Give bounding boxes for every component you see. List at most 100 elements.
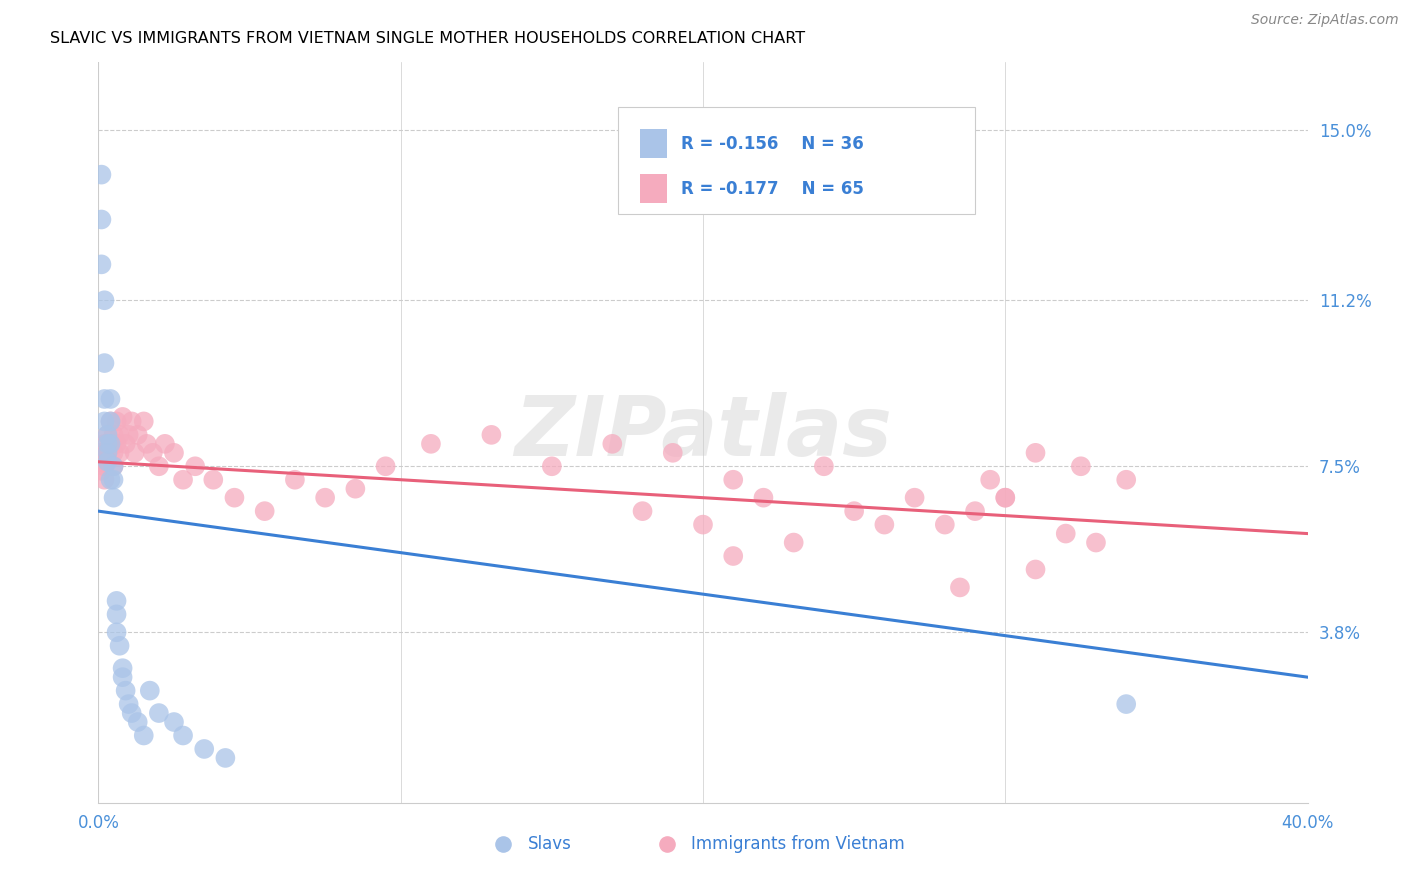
Point (90, 212, 112, 227)
Point (114, 437, 136, 451)
Point (692, 517, 714, 532)
Point (723, 473, 745, 487)
Point (93, 473, 115, 487)
Point (1070, 459, 1092, 474)
Point (96, 428, 118, 442)
Point (214, 751, 236, 765)
Point (100, 473, 122, 487)
Point (172, 729, 194, 743)
Point (193, 742, 215, 756)
Point (420, 437, 443, 451)
Point (105, 625, 128, 640)
Point (148, 459, 170, 474)
Point (661, 446, 683, 460)
Point (752, 491, 775, 505)
Point (994, 491, 1017, 505)
Point (783, 535, 806, 549)
Point (224, 491, 246, 505)
Point (127, 428, 149, 442)
Point (139, 683, 162, 698)
Point (114, 683, 136, 698)
Text: Slavs: Slavs (527, 835, 572, 853)
Point (132, 729, 155, 743)
Point (202, 473, 225, 487)
Point (90, 455, 112, 469)
Point (100, 392, 122, 406)
Point (103, 491, 125, 505)
Point (93, 356, 115, 370)
Text: Immigrants from Vietnam: Immigrants from Vietnam (690, 835, 904, 853)
Point (103, 446, 125, 460)
Point (105, 594, 128, 608)
Point (723, 549, 745, 563)
Point (934, 517, 956, 532)
Point (172, 473, 194, 487)
Point (1085, 535, 1108, 549)
Point (481, 428, 503, 442)
Point (949, 581, 972, 595)
Point (132, 414, 155, 428)
Point (284, 473, 307, 487)
Point (124, 446, 146, 460)
Bar (640, 174, 666, 203)
Point (118, 428, 141, 442)
Point (96, 437, 118, 451)
Point (90, 168, 112, 182)
Point (105, 607, 128, 622)
Point (108, 428, 131, 442)
Point (965, 504, 987, 518)
Point (631, 504, 654, 518)
Point (111, 670, 134, 684)
Point (1054, 526, 1077, 541)
Point (108, 639, 131, 653)
Point (1024, 446, 1046, 460)
Point (100, 437, 122, 451)
Bar (640, 128, 666, 159)
Point (118, 697, 141, 711)
Point (135, 437, 157, 451)
Point (93, 392, 115, 406)
Point (540, 459, 562, 474)
Point (153, 437, 176, 451)
Point (111, 409, 134, 424)
Point (163, 714, 186, 729)
Point (184, 459, 207, 474)
Point (994, 491, 1017, 505)
Point (253, 504, 276, 518)
Point (103, 428, 125, 442)
Text: Source: ZipAtlas.com: Source: ZipAtlas.com (1251, 13, 1399, 28)
Y-axis label: Single Mother Households: Single Mother Households (0, 333, 7, 533)
Point (105, 437, 128, 451)
Point (374, 459, 396, 474)
Point (93, 293, 115, 308)
Point (96, 446, 118, 460)
Point (90, 464, 112, 478)
Point (103, 459, 125, 474)
Point (100, 437, 122, 451)
Point (1115, 697, 1137, 711)
Point (108, 446, 131, 460)
Point (96, 455, 118, 469)
Point (314, 491, 336, 505)
FancyBboxPatch shape (619, 107, 976, 214)
Text: R = -0.156    N = 36: R = -0.156 N = 36 (682, 135, 863, 153)
Point (127, 714, 149, 729)
Point (93, 459, 115, 474)
Point (904, 491, 927, 505)
Point (90, 257, 112, 271)
Point (96, 428, 118, 442)
Point (1115, 473, 1137, 487)
Point (844, 504, 866, 518)
Point (1024, 562, 1046, 576)
Point (105, 414, 128, 428)
Text: ZIPatlas: ZIPatlas (515, 392, 891, 473)
Point (100, 414, 122, 428)
Point (163, 446, 186, 460)
Point (142, 446, 165, 460)
Point (111, 661, 134, 675)
Text: R = -0.177    N = 65: R = -0.177 N = 65 (682, 179, 865, 197)
Point (813, 459, 835, 474)
Point (602, 437, 624, 451)
Point (100, 414, 122, 428)
Point (979, 473, 1001, 487)
